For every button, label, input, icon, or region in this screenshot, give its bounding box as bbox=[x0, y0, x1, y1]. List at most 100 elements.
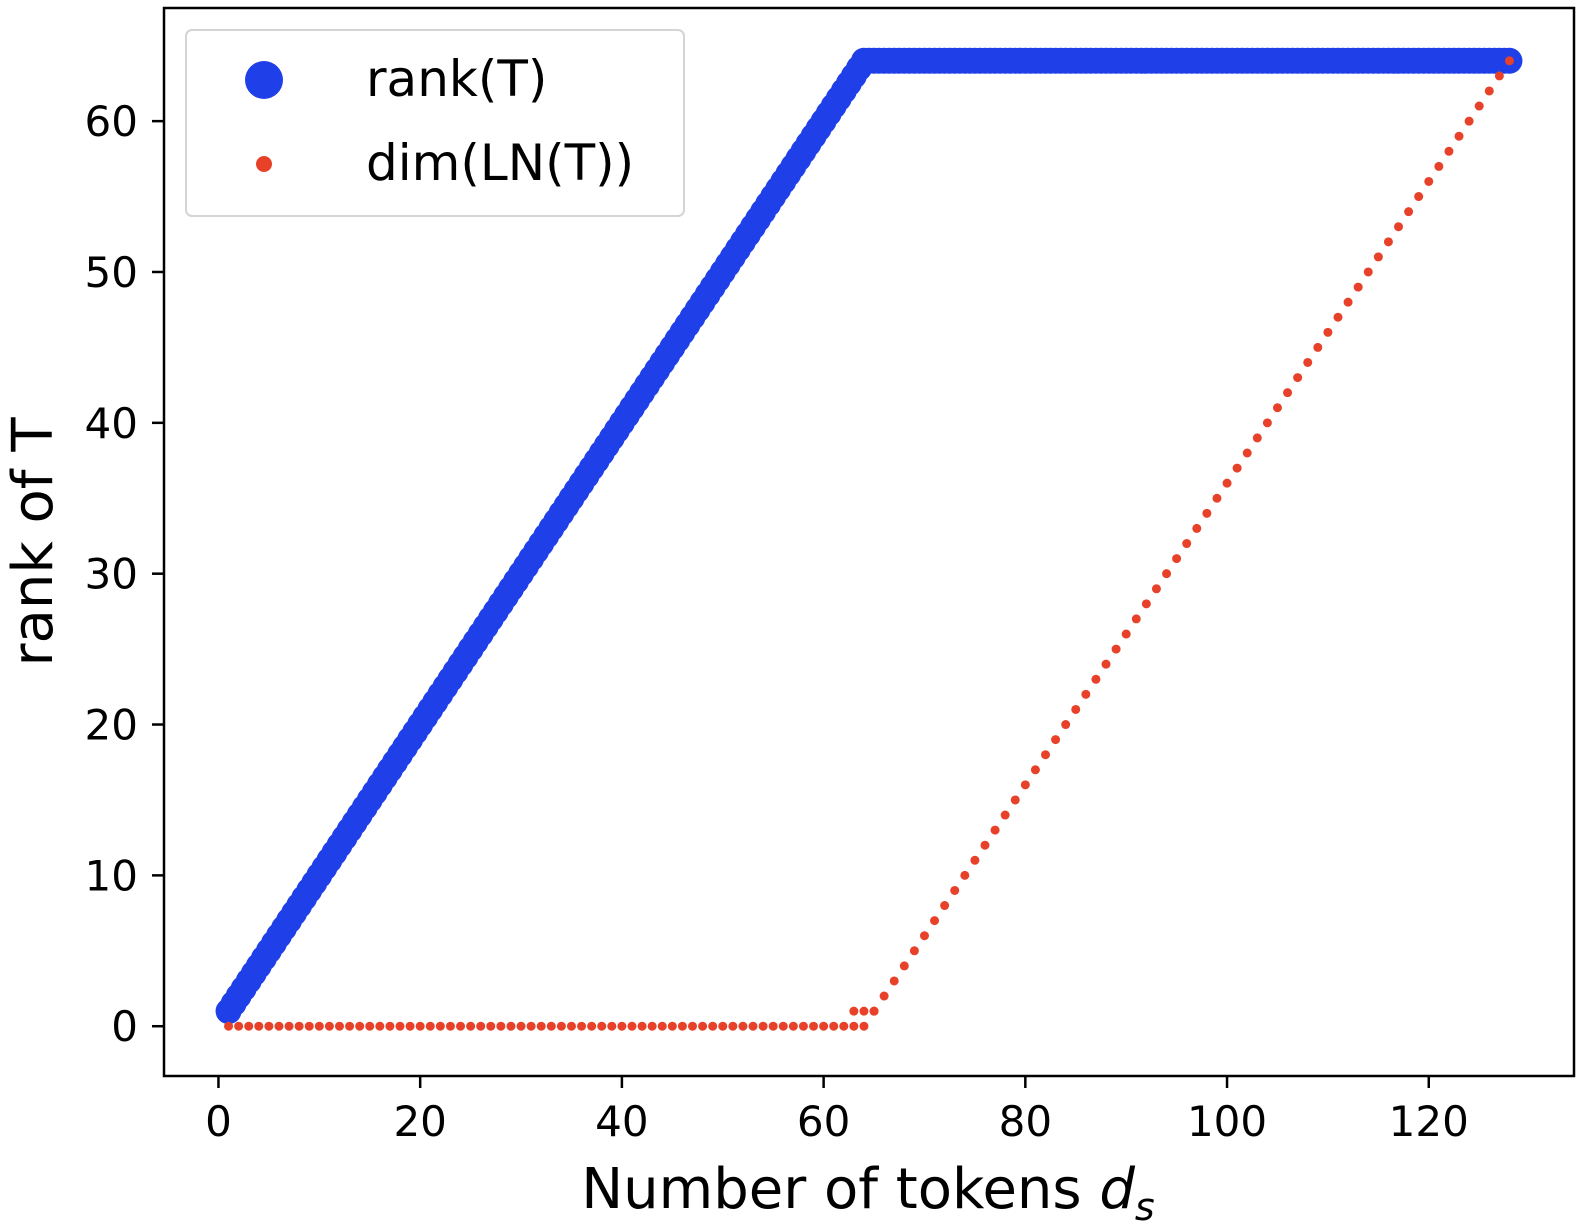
dim-point bbox=[1030, 765, 1040, 775]
dim-point bbox=[466, 1021, 476, 1031]
dim-point bbox=[1262, 418, 1272, 428]
dim-point bbox=[849, 1021, 859, 1031]
dim-point bbox=[1000, 810, 1010, 820]
dim-point bbox=[728, 1021, 738, 1031]
dim-point bbox=[1071, 704, 1081, 714]
dim-point bbox=[1464, 116, 1474, 126]
dim-point bbox=[456, 1021, 466, 1031]
dim-point bbox=[758, 1021, 768, 1031]
dim-point bbox=[1141, 599, 1151, 609]
dim-point bbox=[1444, 146, 1454, 156]
y-tick-label: 20 bbox=[85, 701, 138, 750]
dim-point bbox=[1222, 478, 1232, 488]
legend-label-dim: dim(LN(T)) bbox=[366, 134, 634, 192]
dim-point bbox=[950, 885, 960, 895]
dim-point bbox=[1081, 689, 1091, 699]
dim-point bbox=[637, 1021, 647, 1031]
dim-point bbox=[355, 1021, 365, 1031]
dim-point bbox=[647, 1021, 657, 1031]
dim-point bbox=[1404, 207, 1414, 217]
dim-point bbox=[274, 1021, 284, 1031]
dim-point bbox=[1091, 674, 1101, 684]
x-tick-label: 20 bbox=[393, 1097, 446, 1146]
dim-point bbox=[435, 1021, 445, 1031]
dim-point bbox=[1242, 448, 1252, 458]
dim-point bbox=[1121, 629, 1131, 639]
dim-point bbox=[960, 870, 970, 880]
dim-point bbox=[264, 1021, 274, 1031]
x-tick-label: 0 bbox=[205, 1097, 232, 1146]
dim-point bbox=[819, 1021, 829, 1031]
dim-point bbox=[1283, 388, 1293, 398]
dim-point bbox=[1363, 267, 1373, 277]
dim-point bbox=[1202, 508, 1212, 518]
dim-point bbox=[597, 1021, 607, 1031]
dim-point bbox=[748, 1021, 758, 1031]
dim-point bbox=[1353, 282, 1363, 292]
dim-point bbox=[990, 825, 1000, 835]
dim-point bbox=[587, 1021, 597, 1031]
dim-point bbox=[304, 1021, 314, 1031]
dim-point bbox=[849, 1006, 859, 1016]
dim-point bbox=[1131, 614, 1141, 624]
dim-point bbox=[476, 1021, 486, 1031]
dim-point bbox=[687, 1021, 697, 1031]
dim-point bbox=[1041, 750, 1051, 760]
dim-point bbox=[1504, 56, 1514, 66]
dim-point bbox=[314, 1021, 324, 1031]
dim-point bbox=[506, 1021, 516, 1031]
dim-point bbox=[919, 931, 929, 941]
dim-point bbox=[486, 1021, 496, 1031]
dim-point bbox=[1333, 312, 1343, 322]
x-tick-label: 60 bbox=[797, 1097, 850, 1146]
dim-point bbox=[768, 1021, 778, 1031]
dim-point bbox=[294, 1021, 304, 1031]
x-tick-label: 100 bbox=[1187, 1097, 1267, 1146]
dim-point bbox=[1414, 192, 1424, 202]
dim-point bbox=[617, 1021, 627, 1031]
x-axis-label: Number of tokens ds bbox=[581, 1157, 1154, 1224]
x-tick-label: 80 bbox=[999, 1097, 1052, 1146]
dim-point bbox=[940, 901, 950, 911]
dim-point bbox=[445, 1021, 455, 1031]
dim-point bbox=[1151, 584, 1161, 594]
y-axis-label: rank of T bbox=[1, 417, 66, 667]
dim-point bbox=[254, 1021, 264, 1031]
series-dim-points bbox=[224, 56, 1514, 1031]
legend-box bbox=[185, 29, 685, 217]
dim-point bbox=[1232, 463, 1242, 473]
dim-point bbox=[607, 1021, 617, 1031]
dim-point bbox=[224, 1021, 234, 1031]
dim-point bbox=[980, 840, 990, 850]
dim-point bbox=[566, 1021, 576, 1031]
dim-point bbox=[1192, 523, 1202, 533]
dim-point bbox=[1323, 327, 1333, 337]
y-tick-label: 0 bbox=[111, 1002, 138, 1051]
dim-point bbox=[536, 1021, 546, 1031]
legend: rank(T) dim(LN(T)) bbox=[185, 29, 685, 217]
dim-point bbox=[1474, 101, 1484, 111]
dim-point bbox=[889, 976, 899, 986]
y-tick-label: 40 bbox=[85, 399, 138, 448]
dim-point bbox=[334, 1021, 344, 1031]
dim-point bbox=[930, 916, 940, 926]
dim-point bbox=[395, 1021, 405, 1031]
dim-point bbox=[1434, 161, 1444, 171]
dim-point bbox=[1212, 493, 1222, 503]
y-tick-label: 60 bbox=[85, 97, 138, 146]
legend-label-rank: rank(T) bbox=[366, 50, 547, 108]
x-axis-label-main: Number of tokens bbox=[581, 1157, 1099, 1222]
dim-point bbox=[667, 1021, 677, 1031]
dim-point bbox=[577, 1021, 587, 1031]
dim-point bbox=[1272, 403, 1282, 413]
dim-point bbox=[1303, 357, 1313, 367]
dim-point bbox=[405, 1021, 415, 1031]
dim-point bbox=[778, 1021, 788, 1031]
dim-point bbox=[556, 1021, 566, 1031]
dim-point bbox=[788, 1021, 798, 1031]
ticks-layer: 0 20 40 60 80 100 120 0 10 20 30 40 50 60 bbox=[85, 97, 1469, 1146]
dim-point bbox=[829, 1021, 839, 1031]
legend-marker-rank bbox=[245, 61, 283, 99]
dim-point bbox=[970, 855, 980, 865]
